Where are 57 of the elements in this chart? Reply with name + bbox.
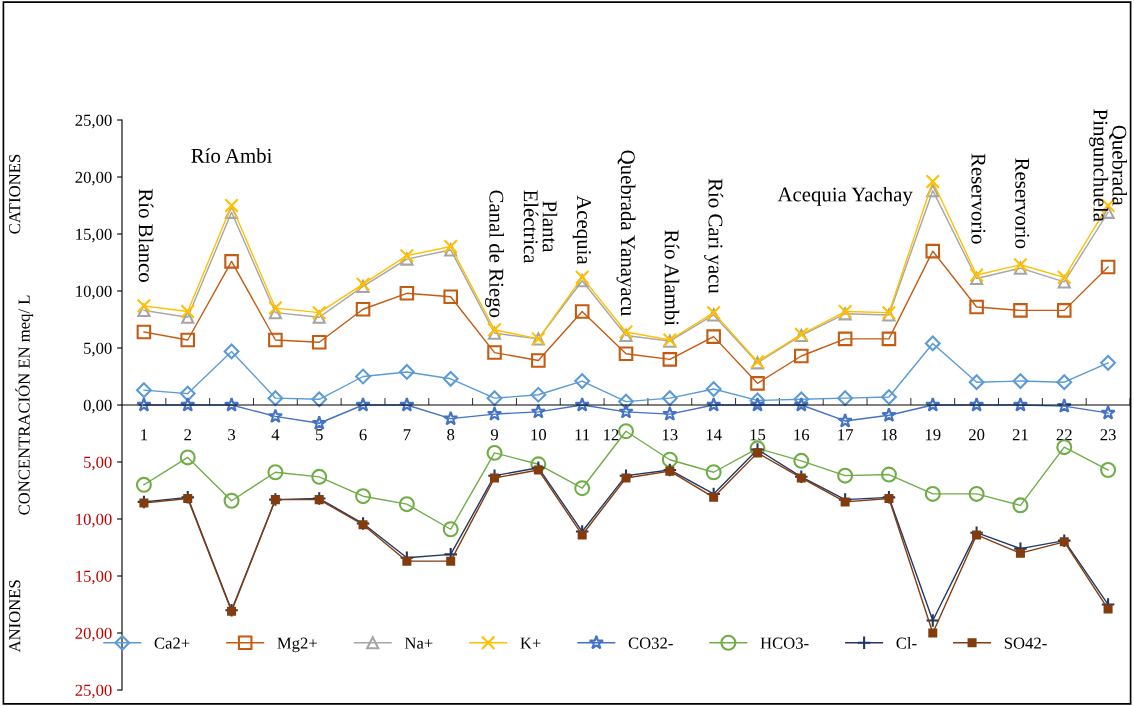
x-tick-label: 21 (1012, 429, 1028, 441)
x-tick-label: 14 (706, 429, 722, 441)
x-tick-label: 19 (925, 429, 941, 441)
annotation: Reservorio (971, 153, 986, 244)
x-tick-label: 1 (141, 429, 148, 441)
annotation: Quebrada Pingunchuela (1089, 109, 1128, 222)
annotation: Planta Eléctrica (523, 190, 558, 264)
y-tick-label: 20,00 (75, 171, 112, 186)
y-tick-label: 5,00 (84, 456, 112, 471)
legend-label: Mg2+ (277, 637, 317, 653)
annotation: Acequia Yachay (777, 186, 913, 206)
x-tick-label: 9 (490, 429, 499, 441)
annotation: Río Blanco (138, 189, 154, 282)
x-tick-label: 6 (359, 429, 367, 441)
y-tick-label: 15,00 (76, 228, 112, 243)
legend-label: Ca2+ (154, 637, 190, 649)
y-tick-label: 20,00 (75, 627, 112, 642)
y-tick-label: 10,00 (76, 513, 112, 528)
annotation: Río Alambi (664, 230, 680, 326)
annotation: Acequia (572, 195, 591, 265)
annotation: Río Cari yacu (704, 178, 724, 294)
y-tick-label: 25,00 (75, 684, 112, 699)
legend-label: Na+ (404, 637, 433, 649)
y-tick-label: 25,00 (75, 114, 112, 129)
y-axis-title: CONCENTRACIÓN EN meq/ L (15, 295, 34, 515)
x-tick-label: 4 (271, 429, 280, 441)
x-tick-label: 10 (531, 429, 547, 441)
x-tick-label: 23 (1100, 429, 1116, 441)
x-tick-label: 20 (969, 429, 985, 441)
legend-label: K+ (520, 637, 541, 649)
x-tick-label: 22 (1056, 429, 1072, 441)
x-tick-label: 3 (228, 429, 236, 441)
x-tick-label: 8 (447, 429, 455, 441)
annotation: Río Ambi (191, 148, 272, 163)
legend-label: Cl- (896, 637, 917, 649)
x-tick-label: 17 (838, 429, 853, 441)
x-tick-label: 16 (794, 429, 810, 441)
x-tick-label: 12 (604, 429, 619, 441)
y-tick-label: 5,00 (84, 342, 112, 357)
annotation: Reservorio (1015, 158, 1030, 249)
text: ANIONES (9, 580, 21, 653)
x-tick-label: 7 (403, 429, 411, 441)
x-tick-label: 15 (750, 429, 766, 441)
x-tick-label: 13 (662, 429, 678, 441)
x-tick-label: 11 (575, 429, 590, 441)
y-tick-label: 0,00 (83, 399, 112, 414)
text: CATIONES (9, 154, 21, 234)
annotation: Canal de Riego (485, 190, 504, 318)
y-tick-label: 10,00 (76, 285, 112, 300)
x-tick-label: 18 (882, 429, 897, 441)
x-tick-label: 2 (184, 429, 191, 441)
legend-label: SO42- (1004, 637, 1047, 649)
legend-label: CO32- (628, 637, 673, 649)
y-tick-label: 15,00 (76, 570, 112, 585)
x-tick-label: 5 (316, 429, 323, 441)
legend-label: HCO3- (760, 637, 809, 649)
annotation: Quebrada Yanayacu (616, 150, 636, 316)
